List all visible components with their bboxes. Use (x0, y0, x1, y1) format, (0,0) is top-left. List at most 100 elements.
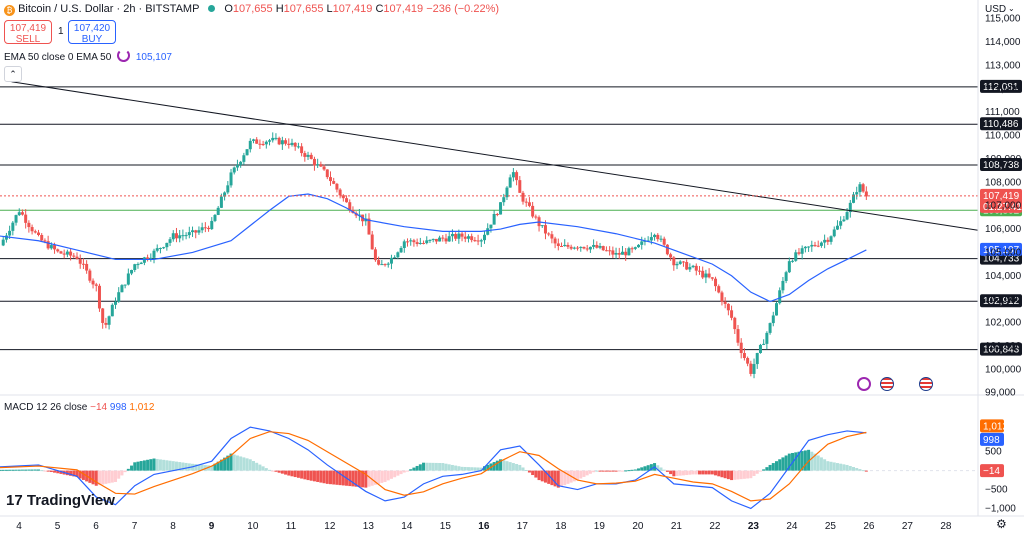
candle-body (444, 238, 448, 242)
x-tick-label: 16 (478, 521, 490, 532)
candle-body (194, 230, 198, 233)
symbol-title[interactable]: Bitcoin / U.S. Dollar · 2h · BITSTAMP (18, 3, 200, 15)
macd-hist-bar (425, 462, 429, 471)
candle-body (389, 257, 393, 264)
signal-line (0, 431, 867, 502)
chevron-down-icon[interactable]: ⌄ (1008, 4, 1015, 13)
candle-body (312, 158, 316, 166)
macd-hist-bar (232, 454, 236, 471)
macd-legend[interactable]: MACD 12 26 close −14 998 1,012 (4, 402, 154, 413)
macd-hist-bar (335, 470, 339, 485)
macd-hist-bar (396, 470, 400, 476)
macd-hist-bar (691, 470, 695, 475)
macd-hist-bar (758, 470, 762, 472)
candle-body (479, 240, 483, 242)
macd-hist-bar (245, 458, 249, 471)
horizontal-levels: 112,081 110,486 108,738 104,733 102,912 100,8… (0, 79, 1022, 356)
candle-body (691, 265, 695, 268)
macd-hist-bar (239, 456, 243, 471)
candle-body (803, 246, 807, 249)
macd-hist-bar (839, 463, 843, 471)
macd-hist-bar (303, 470, 307, 480)
macd-hist-bar (450, 464, 454, 471)
macd-hist-bar (823, 459, 827, 471)
candle-body (219, 196, 223, 208)
macd-hist-bar (264, 468, 268, 471)
candle-body (653, 234, 657, 238)
ohlc-h-label: H (275, 3, 284, 15)
macd-hist-bar (261, 466, 265, 471)
macd-hist-bar (637, 468, 641, 471)
candle-body (27, 222, 31, 228)
us-flag-icon[interactable] (880, 377, 894, 391)
candle-body (832, 229, 836, 237)
candle-body (563, 244, 567, 247)
macd-hist-bar (354, 470, 358, 487)
macd-hist-bar (49, 470, 53, 473)
candle-body (556, 243, 560, 246)
sell-button[interactable]: 107,419 SELL (4, 20, 52, 45)
candle-body (839, 221, 843, 226)
candle-body (807, 246, 811, 248)
candle-body (466, 236, 470, 239)
collapse-chevron-button[interactable]: ⌃ (4, 66, 22, 82)
candle-body (511, 172, 515, 178)
candle-body (438, 237, 442, 242)
macd-hist-bar (133, 462, 137, 471)
macd-hist-bar (457, 466, 461, 471)
ema-legend[interactable]: EMA 50 close 0 EMA 50 105,107 (4, 49, 172, 63)
candle-body (373, 249, 377, 261)
macd-hist-bar (726, 470, 730, 480)
candle-body (255, 139, 259, 144)
macd-hist-bar (75, 470, 79, 478)
macd-hist-bar (149, 459, 153, 471)
macd-hist-bar (223, 457, 227, 471)
candle-body (91, 280, 95, 285)
settings-icon[interactable]: ⚙ (996, 517, 1007, 531)
macd-hist-bar (678, 470, 682, 476)
macd-hist-bar (502, 460, 506, 471)
candle-body (75, 256, 79, 259)
candle-body (69, 251, 73, 256)
candle-body (576, 247, 580, 249)
candle-body (736, 329, 740, 343)
macd-hist-bar (94, 470, 98, 486)
candle-body (476, 240, 480, 242)
macd-hist-bar (277, 470, 281, 473)
candle-body (742, 353, 746, 359)
event-marker-icon[interactable] (857, 377, 871, 391)
macd-hist-bar (107, 470, 111, 484)
us-flag-icon[interactable] (919, 377, 933, 391)
macd-hist-bar (505, 461, 509, 471)
countdown-label: 01:27:41 (983, 202, 1022, 213)
ema-tag (980, 242, 1022, 256)
candle-body (527, 202, 531, 206)
macd-hist-bar (746, 470, 750, 479)
macd-hist-bar (681, 470, 685, 476)
candle-body (588, 246, 592, 250)
y-tick-label: 114,000 (985, 37, 1021, 48)
macd-hist-bar (171, 461, 175, 471)
candle-body (473, 240, 477, 242)
macd-hist-bar (367, 470, 371, 487)
macd-hist-bar (210, 465, 214, 471)
macd-hist-bar (598, 470, 602, 472)
buy-button[interactable]: 107,420 BUY (68, 20, 116, 45)
candle-body (191, 230, 195, 233)
currency-label[interactable]: USD (985, 4, 1007, 15)
candle-body (415, 242, 419, 245)
x-tick-label: 6 (93, 521, 99, 532)
macd-hist-bar (162, 459, 166, 471)
x-tick-label: 18 (555, 521, 567, 532)
candle-body (765, 332, 769, 344)
macd-hist-bar (803, 450, 807, 471)
macd-hist-bar (136, 461, 140, 471)
y-tick-label: 111,000 (985, 107, 1020, 118)
candle-body (694, 265, 698, 271)
candle-body (316, 164, 320, 166)
level-tag (980, 117, 1022, 131)
candle-body (187, 232, 191, 236)
x-tick-label: 5 (55, 521, 61, 532)
macd-hist-bar (819, 457, 823, 471)
